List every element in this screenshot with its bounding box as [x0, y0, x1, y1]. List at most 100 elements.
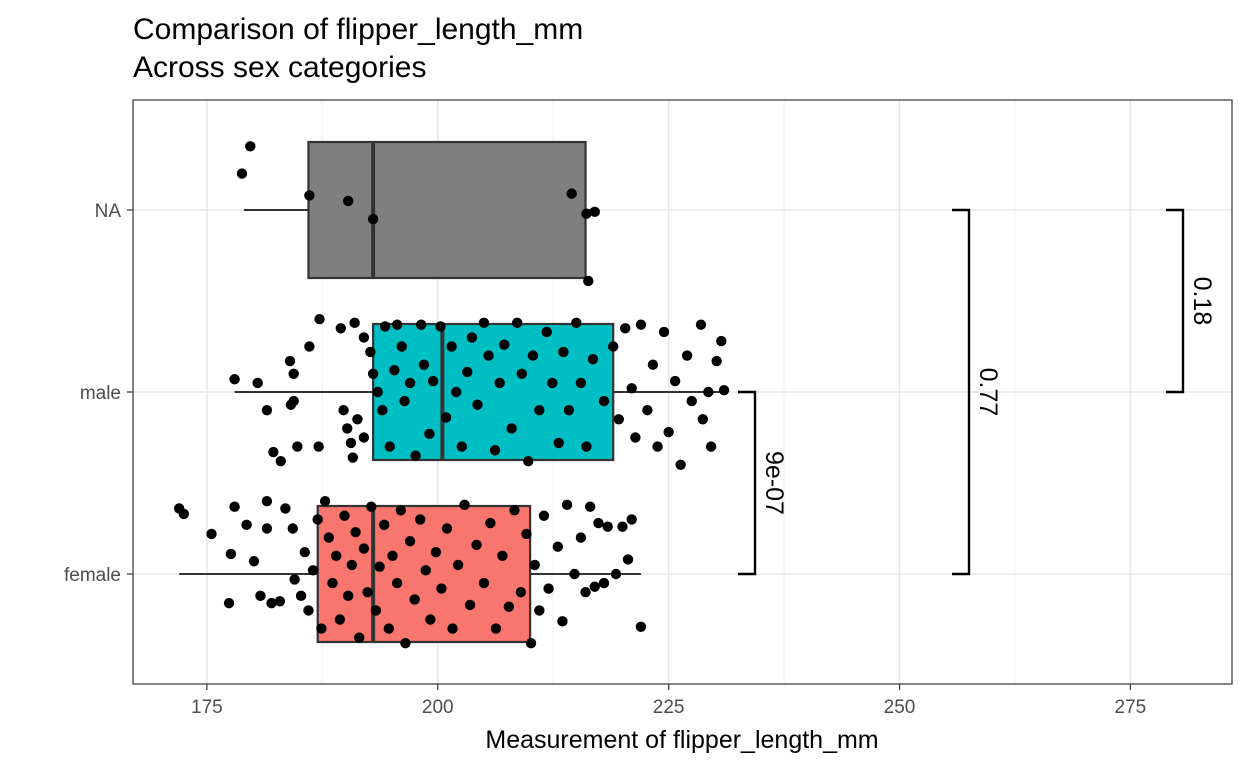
point-male: [675, 459, 686, 470]
point-female: [225, 548, 237, 560]
chart-title: Comparison of flipper_length_mm: [133, 13, 583, 46]
point-female: [303, 605, 314, 616]
y-axis: female male NA: [64, 201, 133, 586]
point-NA: [236, 168, 248, 179]
point-female: [354, 632, 365, 643]
point-male: [563, 405, 575, 416]
point-female: [339, 510, 350, 521]
point-female: [358, 543, 370, 554]
point-male: [703, 386, 714, 398]
point-male: [686, 395, 697, 407]
point-female: [538, 510, 550, 521]
point-NA: [589, 206, 600, 218]
point-male: [352, 414, 363, 425]
point-male: [527, 350, 539, 361]
point-female: [598, 577, 610, 589]
x-tick-label: 225: [653, 697, 685, 718]
point-male: [511, 317, 523, 329]
point-female: [509, 505, 520, 516]
point-female: [635, 621, 647, 632]
point-female: [447, 623, 458, 634]
point-female: [280, 503, 291, 514]
p-value-label: 9e-07: [760, 451, 788, 515]
point-female: [543, 583, 554, 594]
point-male: [389, 364, 400, 376]
point-male: [647, 359, 659, 370]
point-female: [525, 637, 537, 649]
box-NA: [243, 140, 595, 280]
point-female: [383, 623, 395, 634]
point-female: [617, 521, 628, 532]
box-male: [234, 322, 725, 462]
point-male: [681, 350, 693, 361]
x-axis: 175 200 225 250 275: [191, 684, 1146, 718]
point-male: [663, 426, 674, 438]
point-NA: [342, 195, 354, 207]
point-male: [252, 377, 263, 389]
point-female: [521, 528, 532, 540]
point-male: [547, 377, 558, 389]
point-male: [534, 405, 545, 416]
point-female: [342, 590, 354, 602]
point-male: [345, 437, 357, 449]
x-tick-label: 250: [884, 697, 916, 718]
point-male: [292, 441, 303, 452]
point-female: [552, 541, 564, 552]
point-female: [362, 587, 373, 598]
point-female: [584, 501, 596, 512]
point-NA: [566, 188, 577, 199]
point-male: [379, 321, 391, 332]
point-female: [485, 517, 496, 529]
point-male: [571, 317, 582, 329]
point-female: [575, 532, 587, 543]
point-male: [558, 346, 569, 358]
point-female: [561, 499, 573, 511]
point-female: [391, 577, 403, 589]
point-male: [275, 455, 286, 467]
point-male: [367, 368, 379, 379]
point-female: [307, 565, 319, 576]
point-male: [358, 332, 370, 343]
point-male: [499, 339, 510, 350]
point-male: [695, 319, 707, 330]
point-male: [506, 423, 517, 434]
point-male: [304, 341, 315, 352]
point-female: [350, 526, 361, 538]
point-female: [330, 550, 342, 561]
point-male: [384, 441, 395, 452]
point-male: [626, 383, 637, 394]
point-male: [489, 445, 501, 456]
point-male: [581, 441, 592, 452]
point-male: [358, 432, 370, 443]
point-male: [658, 326, 670, 338]
point-male: [342, 423, 353, 434]
point-female: [323, 532, 334, 543]
point-female: [610, 568, 622, 580]
point-female: [622, 554, 634, 565]
x-tick-label: 175: [191, 697, 223, 718]
point-female: [497, 550, 508, 561]
point-male: [462, 366, 473, 378]
point-female: [312, 514, 323, 525]
point-female: [569, 568, 580, 580]
point-female: [490, 623, 502, 634]
point-female: [229, 501, 240, 512]
point-female: [223, 597, 235, 609]
point-female: [266, 597, 277, 609]
point-male: [338, 405, 349, 416]
point-NA: [367, 213, 379, 225]
point-female: [404, 536, 416, 547]
point-NA: [581, 208, 592, 219]
point-female: [370, 605, 382, 616]
x-axis-label: Measurement of flipper_length_mm: [485, 726, 878, 754]
bracket-female-male: 9e-07: [738, 390, 788, 576]
point-male: [427, 375, 439, 387]
point-male: [288, 368, 299, 379]
y-tick-label: male: [80, 383, 121, 404]
point-male: [410, 450, 421, 461]
y-tick-label: NA: [95, 201, 122, 222]
point-male: [642, 405, 653, 416]
box-body: [307, 140, 587, 280]
point-female: [395, 505, 407, 516]
point-female: [415, 514, 426, 525]
